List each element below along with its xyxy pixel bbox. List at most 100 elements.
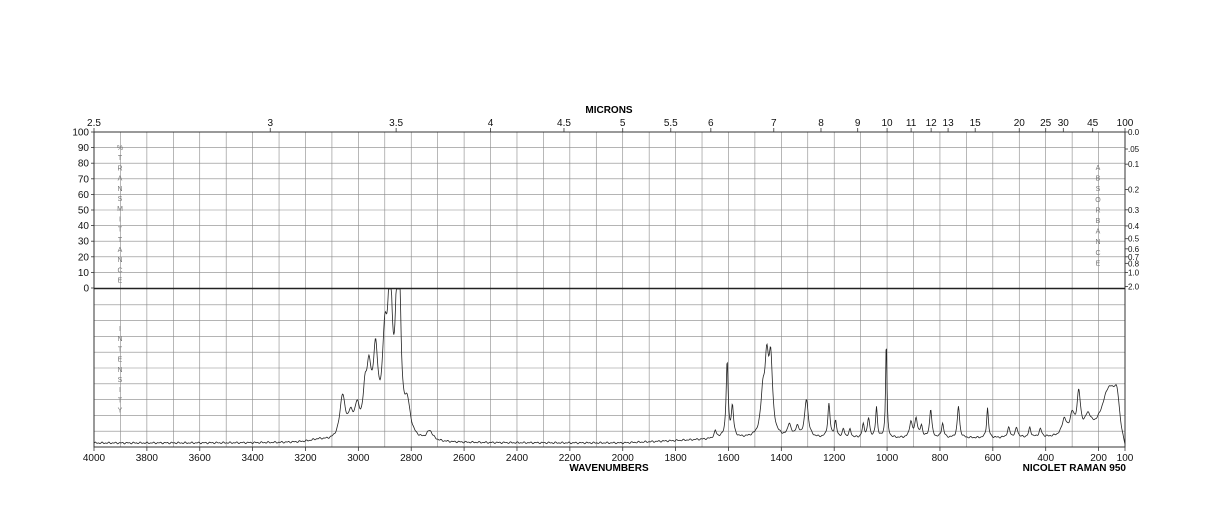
axis-title-letter: B <box>1096 218 1101 225</box>
wavenumber-tick-label: 200 <box>1090 453 1107 464</box>
axis-labels: 4000 3800 3600 3400 3200 3000 2800 2600 2400 2200… <box>72 118 1139 464</box>
transmittance-tick-label: 80 <box>78 159 90 170</box>
transmittance-tick-label: 40 <box>78 221 90 232</box>
axis-title-letter: E <box>118 278 123 285</box>
axis-title-letter: O <box>1095 197 1101 204</box>
wavenumber-tick-label: 3800 <box>136 453 159 464</box>
wavenumber-tick-label: 2800 <box>400 453 423 464</box>
axis-title-letter: T <box>118 155 123 162</box>
absorbance-tick-label: 0.7 <box>1128 253 1140 262</box>
wavenumber-tick-label: 400 <box>1037 453 1054 464</box>
micron-tick-label: 12 <box>926 118 938 129</box>
top-axis-title: MICRONS <box>585 105 633 116</box>
plot-border <box>93 131 1126 448</box>
axis-title-letter: T <box>118 237 123 244</box>
axis-title-letter: R <box>117 165 122 172</box>
axis-title-letter: T <box>118 397 123 404</box>
wavenumber-tick-label: 100 <box>1117 453 1134 464</box>
transmittance-tick-label: 70 <box>78 174 90 185</box>
micron-tick-label: 3 <box>267 118 273 129</box>
grid-lines <box>94 132 1125 447</box>
micron-tick-label: 3.5 <box>389 118 403 129</box>
absorbance-tick-label: 0.6 <box>1128 245 1140 254</box>
micron-tick-label: 30 <box>1058 118 1070 129</box>
micron-tick-label: 8 <box>818 118 824 129</box>
plot-frame <box>93 131 1126 448</box>
wavenumber-tick-label: 3200 <box>294 453 317 464</box>
axis-title-letter: T <box>118 346 123 353</box>
axis-title-letter: E <box>1096 260 1101 267</box>
wavenumber-tick-label: 800 <box>932 453 949 464</box>
axis-title-letter: A <box>1096 229 1101 236</box>
micron-tick-label: 4 <box>488 118 494 129</box>
axis-title-letter: C <box>1095 250 1100 257</box>
transmittance-tick-label: 30 <box>78 237 90 248</box>
axis-title-letter: N <box>117 257 122 264</box>
micron-tick-label: 100 <box>1117 118 1134 129</box>
spectrum-series-line <box>93 288 1126 445</box>
wavenumber-tick-label: 3000 <box>347 453 370 464</box>
axis-title-letter: M <box>117 206 123 213</box>
wavenumber-tick-label: 2600 <box>453 453 476 464</box>
micron-tick-label: 9 <box>855 118 861 129</box>
axis-title-letter: I <box>119 326 121 333</box>
wavenumber-tick-label: 1200 <box>823 453 846 464</box>
bottom-axis-title: WAVENUMBERS <box>569 463 649 474</box>
axis-title-letter: C <box>117 267 122 274</box>
axis-title-letter: A <box>118 247 123 254</box>
transmittance-tick-label: 90 <box>78 143 90 154</box>
axis-title-letter: S <box>118 377 123 384</box>
axis-title-letter: % <box>117 145 123 152</box>
transmittance-tick-label: 50 <box>78 206 90 217</box>
axis-title-letter: N <box>117 186 122 193</box>
absorbance-tick-label: 2.0 <box>1128 282 1140 291</box>
wavenumber-tick-label: 4000 <box>83 453 106 464</box>
transmittance-tick-label: 0 <box>83 284 89 295</box>
micron-tick-label: 7 <box>771 118 777 129</box>
axis-ticks <box>91 128 1128 451</box>
micron-tick-label: 10 <box>882 118 894 129</box>
wavenumber-tick-label: 1800 <box>664 453 687 464</box>
micron-tick-label: 5.5 <box>664 118 678 129</box>
micron-tick-label: 5 <box>620 118 626 129</box>
transmittance-tick-label: 60 <box>78 190 90 201</box>
absorbance-tick-label: 0.5 <box>1128 235 1140 244</box>
absorbance-tick-label: 0.8 <box>1128 259 1140 268</box>
transmittance-tick-label: 10 <box>78 268 90 279</box>
axis-title-letter: Y <box>118 408 123 415</box>
wavenumber-tick-label: 2200 <box>559 453 582 464</box>
absorbance-tick-label: 0.2 <box>1128 186 1140 195</box>
axis-title-letter: N <box>117 336 122 343</box>
axis-title-letter: I <box>119 216 121 223</box>
absorbance-tick-label: 0.1 <box>1128 160 1140 169</box>
absorbance-tick-label: 0.4 <box>1128 222 1140 231</box>
transmittance-tick-label: 100 <box>72 128 89 139</box>
micron-tick-label: 25 <box>1040 118 1052 129</box>
axis-title-letter: B <box>1096 176 1101 183</box>
micron-tick-label: 20 <box>1014 118 1026 129</box>
axis-title-letter: N <box>117 367 122 374</box>
axis-title-letter: I <box>119 387 121 394</box>
wavenumber-tick-label: 3400 <box>241 453 264 464</box>
wavenumber-tick-label: 1600 <box>717 453 740 464</box>
instrument-label: NICOLET RAMAN 950 <box>1023 463 1127 474</box>
axis-title-letter: S <box>1096 186 1101 193</box>
micron-tick-label: 15 <box>970 118 982 129</box>
micron-tick-label: 13 <box>943 118 955 129</box>
absorbance-tick-label: 0.3 <box>1128 206 1140 215</box>
absorbance-tick-label: 1.0 <box>1128 268 1140 277</box>
transmittance-tick-label: 20 <box>78 252 90 263</box>
wavenumber-tick-label: 1400 <box>770 453 793 464</box>
wavenumber-tick-label: 2400 <box>506 453 529 464</box>
axis-title-letter: N <box>1095 239 1100 246</box>
wavenumber-tick-label: 1000 <box>876 453 899 464</box>
micron-tick-label: 45 <box>1087 118 1099 129</box>
wavenumber-tick-label: 2000 <box>612 453 635 464</box>
axis-title-letter: T <box>118 227 123 234</box>
axis-title-letter: E <box>118 357 123 364</box>
wavenumber-tick-label: 3600 <box>189 453 212 464</box>
